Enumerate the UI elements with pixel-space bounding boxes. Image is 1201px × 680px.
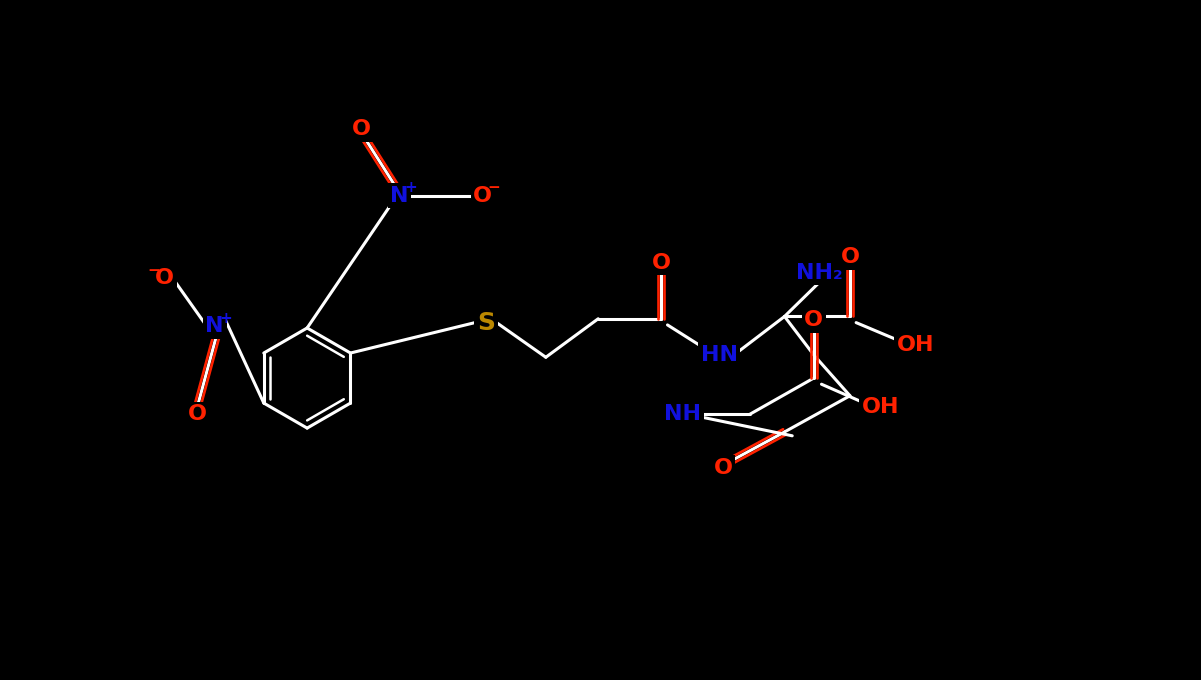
- Text: O: O: [841, 247, 860, 267]
- Text: −: −: [148, 262, 160, 277]
- Text: N: N: [205, 316, 223, 337]
- Text: +: +: [219, 311, 232, 326]
- Text: N: N: [390, 186, 408, 205]
- Text: +: +: [404, 180, 417, 195]
- Text: O: O: [189, 404, 208, 424]
- Text: NH: NH: [664, 404, 701, 424]
- Text: OH: OH: [897, 335, 934, 355]
- Text: O: O: [652, 252, 671, 273]
- Text: OH: OH: [862, 396, 900, 417]
- Text: O: O: [155, 268, 174, 288]
- Text: O: O: [713, 458, 733, 478]
- Text: NH₂: NH₂: [796, 262, 843, 283]
- Text: O: O: [473, 186, 492, 205]
- Text: O: O: [352, 120, 371, 139]
- Text: −: −: [488, 180, 500, 195]
- Text: HN: HN: [700, 345, 737, 365]
- Text: S: S: [477, 311, 495, 335]
- Text: O: O: [805, 310, 824, 330]
